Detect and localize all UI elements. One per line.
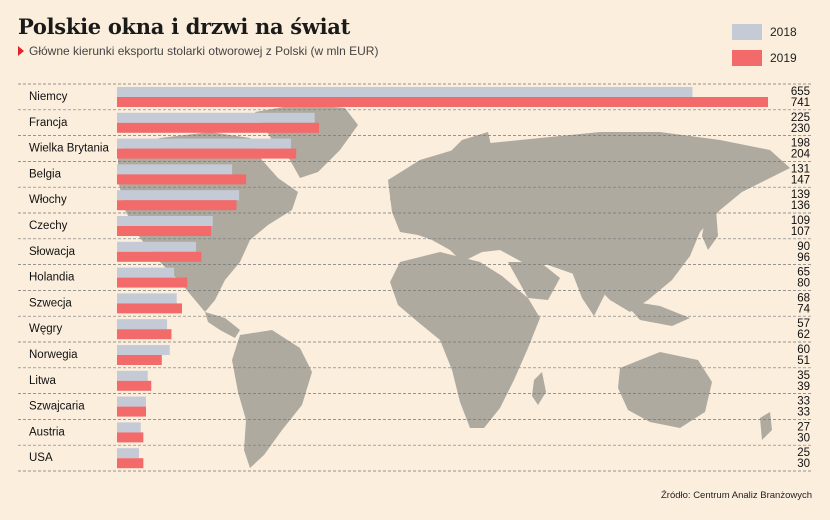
bar-2019 — [117, 251, 202, 262]
legend-swatch-2018 — [732, 24, 762, 40]
legend-swatch-2019 — [732, 50, 762, 66]
bar-2018 — [117, 293, 177, 304]
value-label-2019: 80 — [797, 278, 810, 290]
value-label-2018: 60 — [797, 344, 810, 356]
category-label: Norwegia — [29, 349, 78, 361]
bar-2018 — [117, 370, 148, 381]
legend-label-2018: 2018 — [770, 25, 797, 39]
category-label: Czechy — [29, 220, 68, 232]
source-note: Źródło: Centrum Analiz Branżowych — [660, 490, 812, 501]
bar-2018 — [117, 112, 315, 123]
value-label-2018: 90 — [797, 241, 810, 253]
value-label-2019: 51 — [797, 355, 810, 367]
value-label-2018: 225 — [791, 112, 810, 124]
category-label: Węgry — [29, 323, 62, 335]
value-label-2019: 230 — [791, 123, 810, 135]
category-label: Austria — [29, 426, 65, 438]
value-label-2019: 30 — [797, 458, 810, 470]
bar-2019 — [117, 200, 237, 211]
value-label-2019: 33 — [797, 407, 810, 419]
category-label: Belgia — [29, 168, 62, 180]
legend-label-2019: 2019 — [770, 51, 797, 65]
bar-2018 — [117, 345, 170, 355]
bar-2019 — [117, 355, 162, 365]
bar-2018 — [117, 241, 197, 252]
bar-2018 — [117, 448, 139, 459]
category-label: Francja — [29, 117, 68, 129]
bar-2019 — [117, 458, 144, 469]
subtitle-text: Główne kierunki eksportu stolarki otworo… — [29, 44, 379, 58]
value-label-2018: 65 — [797, 267, 810, 279]
chart-subtitle: Główne kierunki eksportu stolarki otworo… — [18, 44, 378, 58]
value-label-2018: 131 — [791, 163, 810, 175]
bar-2019 — [117, 122, 320, 133]
bar-2018 — [117, 87, 693, 97]
category-label: Niemcy — [29, 91, 68, 103]
value-label-2018: 57 — [797, 318, 810, 330]
category-label: Wielka Brytania — [29, 143, 109, 155]
value-label-2018: 68 — [797, 292, 810, 304]
value-label-2019: 204 — [791, 149, 811, 161]
category-label: Włochy — [29, 194, 67, 206]
bar-2018 — [117, 422, 141, 433]
value-label-2019: 136 — [791, 200, 810, 212]
value-label-2018: 109 — [791, 215, 810, 227]
value-label-2018: 25 — [797, 447, 810, 459]
value-label-2018: 35 — [797, 370, 810, 382]
value-label-2018: 198 — [791, 138, 810, 150]
bar-2019 — [117, 380, 152, 391]
triangle-icon — [18, 46, 24, 56]
row-separators — [18, 83, 812, 472]
bar-2018 — [117, 190, 240, 201]
value-label-2019: 74 — [797, 303, 810, 315]
bar-2018 — [117, 164, 233, 175]
category-label: Szwecja — [29, 297, 72, 309]
bar-2018 — [117, 138, 291, 149]
value-label-2019: 741 — [791, 97, 810, 109]
chart-title: Polskie okna i drzwi na świat — [18, 14, 350, 39]
value-label-2018: 27 — [797, 421, 810, 433]
value-label-2019: 147 — [791, 174, 810, 186]
bars-group — [117, 87, 768, 469]
bar-2018 — [117, 396, 146, 407]
value-label-2019: 107 — [791, 226, 810, 238]
value-label-2019: 39 — [797, 381, 810, 393]
value-label-2019: 30 — [797, 432, 810, 444]
bar-2018 — [117, 267, 175, 278]
bar-2019 — [117, 97, 768, 107]
bar-2019 — [117, 329, 172, 340]
value-label-2018: 655 — [791, 86, 810, 98]
bar-2018 — [117, 319, 168, 330]
bar-2019 — [117, 303, 183, 314]
value-label-2018: 33 — [797, 396, 810, 408]
bar-2019 — [117, 277, 188, 288]
bar-2019 — [117, 226, 212, 236]
value-label-2018: 139 — [791, 189, 810, 201]
category-label: USA — [29, 452, 53, 464]
category-label: Holandia — [29, 272, 75, 284]
category-label: Słowacja — [29, 246, 76, 258]
value-label-2019: 96 — [797, 252, 810, 264]
bar-2018 — [117, 216, 213, 226]
value-label-2019: 62 — [797, 329, 810, 341]
bar-2019 — [117, 406, 146, 417]
bar-2019 — [117, 148, 297, 159]
category-label: Szwajcaria — [29, 401, 85, 413]
bar-2019 — [117, 432, 144, 443]
category-label: Litwa — [29, 375, 56, 387]
bar-2019 — [117, 174, 247, 185]
